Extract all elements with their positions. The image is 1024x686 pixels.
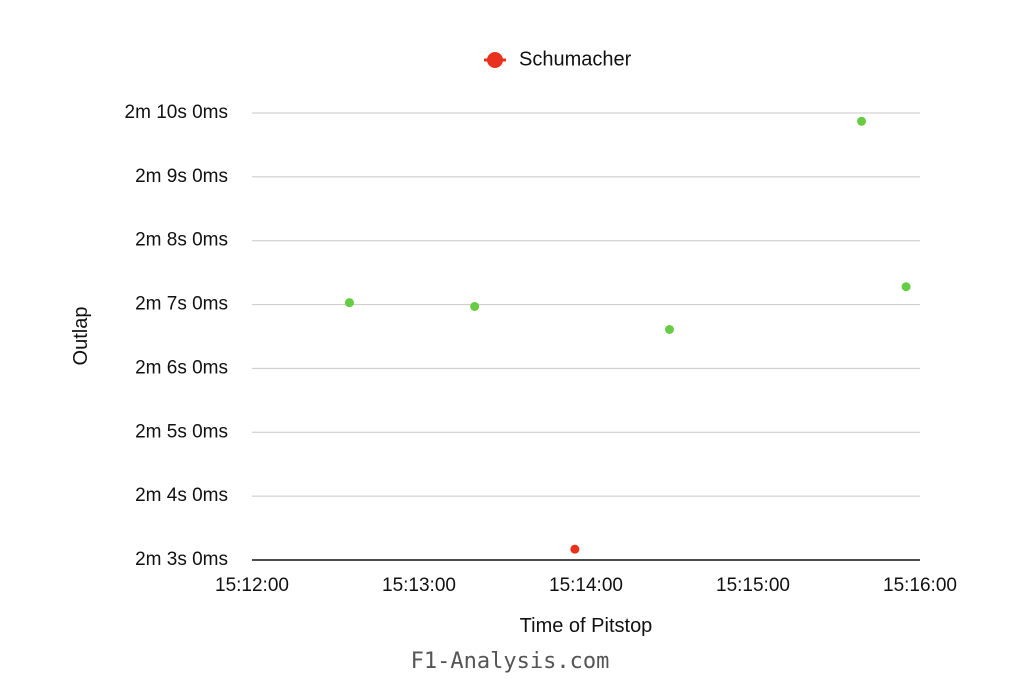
- gridlines: [252, 112, 920, 561]
- y-tick-label: 2m 8s 0ms: [135, 230, 228, 251]
- x-tick-label: 15:14:00: [549, 575, 623, 596]
- y-tick-label: 2m 6s 0ms: [135, 357, 228, 378]
- data-point: [470, 301, 480, 311]
- data-point-schumacher: [570, 544, 580, 554]
- y-axis-ticks: 2m 3s 0ms 2m 4s 0ms 2m 5s 0ms 2m 6s 0ms 2m 7…: [125, 102, 228, 570]
- legend-marker: [487, 52, 503, 68]
- x-tick-label: 15:16:00: [883, 575, 957, 596]
- y-tick-label: 2m 9s 0ms: [135, 166, 228, 187]
- y-tick-label: 2m 5s 0ms: [135, 421, 228, 442]
- y-axis-title: Outlap: [70, 307, 92, 366]
- data-point: [857, 116, 867, 126]
- y-tick-label: 2m 4s 0ms: [135, 485, 228, 506]
- watermark: F1-Analysis.com: [411, 649, 610, 674]
- x-tick-label: 15:13:00: [382, 575, 456, 596]
- y-tick-label: 2m 3s 0ms: [135, 549, 228, 570]
- x-axis-ticks: 15:12:00 15:13:00 15:14:00 15:15:00 15:16:00: [215, 575, 957, 596]
- y-tick-label: 2m 7s 0ms: [135, 294, 228, 315]
- y-tick-label: 2m 10s 0ms: [125, 102, 228, 123]
- data-point: [665, 324, 674, 334]
- x-tick-label: 15:15:00: [716, 575, 790, 596]
- legend-label: Schumacher: [519, 48, 632, 70]
- x-axis-title: Time of Pitstop: [520, 615, 653, 637]
- data-point: [901, 282, 911, 292]
- legend: Schumacher: [484, 48, 632, 70]
- x-tick-label: 15:12:00: [215, 575, 289, 596]
- data-point: [344, 298, 354, 308]
- data-points: [344, 116, 911, 554]
